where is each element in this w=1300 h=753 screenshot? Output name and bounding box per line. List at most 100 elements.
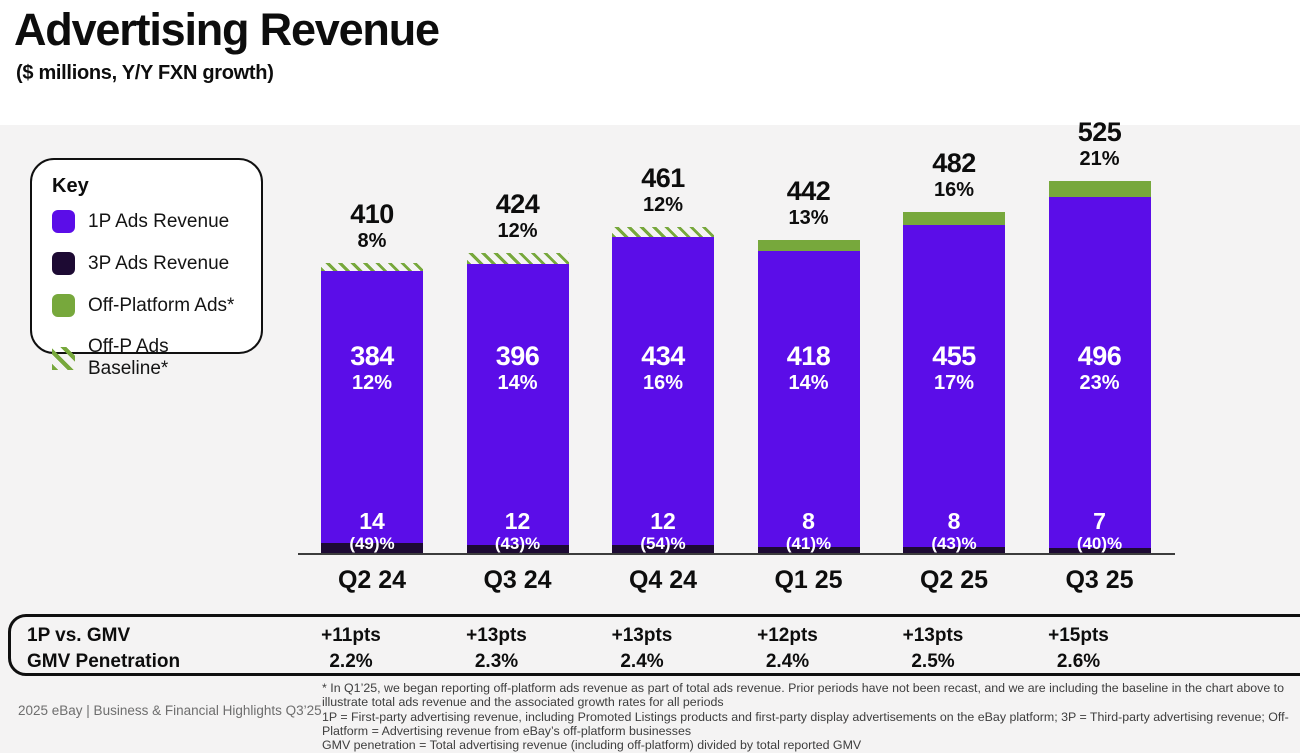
total-value: 424 — [495, 188, 540, 219]
1p-label: 434 16% — [612, 341, 714, 396]
page-subtitle: ($ millions, Y/Y FXN growth) — [16, 62, 274, 84]
1p-growth: 14% — [497, 372, 538, 394]
segment-1p-ads — [903, 225, 1005, 548]
3p-value: 12 — [650, 508, 676, 534]
total-label: 424 12% — [437, 189, 599, 243]
table-cell: +13pts — [466, 625, 527, 646]
legend-item-label: 3P Ads Revenue — [88, 252, 230, 274]
1p-growth: 12% — [351, 372, 393, 394]
x-axis-label: Q2 25 — [919, 566, 989, 594]
segment-off-platform-solid — [757, 240, 860, 252]
segment-off-platform-baseline — [321, 262, 423, 272]
segment-1p-ads — [757, 251, 860, 548]
1p-value: 496 — [1077, 341, 1122, 371]
bar-stack — [757, 240, 860, 553]
3p-growth: (54)% — [640, 534, 686, 553]
1p-label: 455 17% — [903, 341, 1005, 396]
segment-3p-ads — [321, 543, 423, 553]
3p-value: 14 — [359, 508, 385, 534]
3p-value: 8 — [947, 508, 961, 534]
table-cell: +12pts — [757, 625, 818, 646]
table-cell: 2.5% — [911, 651, 955, 672]
footnote-3: GMV penetration = Total advertising reve… — [322, 738, 862, 753]
total-label: 525 21% — [1019, 117, 1181, 171]
total-label: 482 16% — [873, 148, 1035, 202]
purple-square-icon — [52, 210, 75, 233]
3p-label: 8 (43)% — [903, 508, 1005, 554]
3p-growth: (43)% — [494, 534, 541, 553]
total-value: 525 — [1077, 117, 1122, 148]
bar-stack — [1048, 181, 1151, 553]
total-value: 410 — [350, 198, 394, 229]
total-value: 482 — [932, 147, 976, 178]
1p-growth: 17% — [933, 372, 975, 394]
segment-off-platform-solid — [903, 211, 1005, 226]
3p-value: 8 — [802, 508, 815, 534]
3p-growth: (41)% — [785, 534, 832, 553]
1p-label: 418 14% — [758, 341, 860, 396]
total-label: 461 12% — [582, 163, 744, 217]
x-axis-label: Q3 24 — [483, 566, 552, 594]
segment-off-platform-solid — [1048, 181, 1151, 197]
legend-item-label: Off-Platform Ads* — [88, 294, 235, 316]
bar-stack — [903, 211, 1005, 553]
bar-group-q2-25: 482 16% 455 17% 8 (43)% Q2 25 — [903, 125, 1005, 594]
segment-3p-ads — [903, 547, 1005, 553]
dark-square-icon — [52, 252, 75, 275]
x-axis-label: Q1 25 — [774, 566, 843, 594]
1p-value: 455 — [932, 341, 976, 371]
1p-value: 396 — [495, 341, 540, 371]
legend-item-label: 1P Ads Revenue — [88, 210, 230, 232]
segment-3p-ads — [1048, 548, 1151, 553]
table-cell: 2.6% — [1056, 651, 1101, 672]
footnotes: * In Q1’25, we began reporting off-platf… — [322, 681, 1298, 752]
segment-1p-ads — [612, 237, 714, 545]
legend-items: 1P Ads Revenue 3P Ads Revenue Off-Platform… — [52, 210, 253, 380]
footnote-2: 1P = First-party advertising revenue, in… — [322, 709, 1289, 738]
bar-group-q3-24: 424 12% 396 14% 12 (43)% Q3 24 — [466, 125, 569, 594]
table-row-label: 1P vs. GMV — [27, 625, 131, 646]
table-cell: 2.4% — [620, 651, 664, 672]
total-label: 410 8% — [291, 199, 453, 253]
1p-label: 384 12% — [321, 341, 423, 396]
segment-3p-ads — [757, 547, 860, 553]
3p-label: 12 (54)% — [612, 508, 714, 554]
advertising-revenue-bar-chart: 410 8% 384 12% 14 (49)% Q2 24 424 12% 396 14% 12 (43… — [298, 117, 1178, 594]
3p-growth: (40)% — [1076, 534, 1123, 553]
bar-group-q4-24: 461 12% 434 16% 12 (54)% Q4 24 — [612, 125, 714, 594]
segment-3p-ads — [466, 544, 569, 553]
1p-growth: 23% — [1079, 372, 1120, 394]
footer-text: 2025 eBay | Business & Financial Highlig… — [18, 703, 322, 718]
chart-legend: Key 1P Ads Revenue 3P Ads Revenue Off-Plat… — [30, 158, 263, 379]
segment-1p-ads — [466, 264, 569, 545]
bar-group-q2-24: 410 8% 384 12% 14 (49)% Q2 24 — [321, 125, 423, 594]
1p-growth: 16% — [642, 372, 684, 394]
table-cell: +13pts — [611, 625, 673, 646]
x-axis-line — [298, 552, 1175, 555]
legend-item-0: 1P Ads Revenue — [52, 210, 253, 233]
x-axis-label: Q4 24 — [628, 566, 698, 594]
legend-title: Key — [52, 175, 89, 197]
1p-growth: 14% — [788, 372, 829, 394]
1p-value: 384 — [350, 341, 394, 371]
page-title: Advertising Revenue — [14, 4, 440, 55]
table-cell: 2.4% — [765, 651, 810, 672]
footnote-1: * In Q1’25, we began reporting off-platf… — [322, 681, 1285, 710]
green-square-icon — [52, 294, 75, 317]
3p-label: 8 (41)% — [758, 508, 860, 554]
total-label: 442 13% — [728, 176, 890, 230]
bar-stack — [466, 252, 569, 553]
metrics-table: 1P vs. GMV +11pts +13pts +13pts +12pts +13pts… — [8, 614, 1300, 676]
1p-value: 418 — [786, 341, 831, 371]
3p-value: 7 — [1093, 508, 1106, 534]
table-cell: +13pts — [902, 625, 964, 646]
slide-header: Advertising Revenue ($ millions, Y/Y FXN… — [0, 0, 1300, 125]
legend-item-1: 3P Ads Revenue — [52, 252, 253, 275]
3p-value: 12 — [504, 508, 531, 534]
bar-stack — [612, 226, 714, 553]
bar-stack — [321, 262, 423, 553]
3p-label: 7 (40)% — [1049, 508, 1151, 554]
1p-label: 396 14% — [467, 341, 569, 396]
legend-item-2: Off-Platform Ads* — [52, 294, 253, 317]
